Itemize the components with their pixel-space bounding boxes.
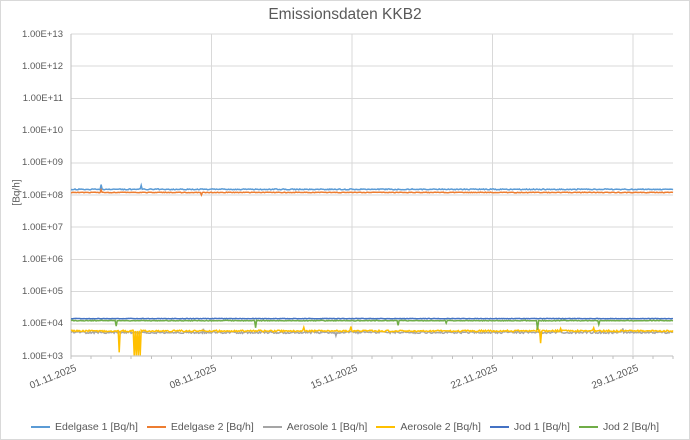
- y-tick-label: 1.00E+13: [22, 28, 63, 40]
- legend-label: Edelgase 2 [Bq/h]: [170, 421, 254, 433]
- legend-label: Aerosole 1 [Bq/h]: [286, 421, 368, 433]
- series-line: [70, 328, 674, 339]
- legend-label: Edelgase 1 [Bq/h]: [54, 421, 138, 433]
- legend-swatch-icon: [578, 426, 598, 428]
- series-line: [70, 187, 674, 198]
- y-tick-label: 1.00E+12: [22, 60, 63, 72]
- y-tick-label: 1.00E+03: [22, 350, 63, 362]
- legend-item-aerosole-2-bq-h: Aerosole 2 [Bq/h]: [376, 421, 481, 433]
- y-tick-label: 1.00E+10: [22, 125, 63, 137]
- y-tick-label: 1.00E+05: [22, 286, 63, 298]
- y-tick-label: 1.00E+09: [22, 157, 63, 169]
- legend-label: Jod 2 [Bq/h]: [602, 421, 660, 433]
- legend-item-edelgase-2-bq-h: Edelgase 2 [Bq/h]: [146, 421, 254, 433]
- legend-swatch-icon: [30, 426, 50, 428]
- y-tick-label: 1.00E+07: [22, 221, 63, 233]
- series-line: [70, 324, 674, 356]
- legend-label: Jod 1 [Bq/h]: [513, 421, 570, 433]
- legend-swatch-icon: [489, 426, 509, 428]
- series-line: [70, 319, 674, 330]
- chart-legend: Edelgase 1 [Bq/h] Edelgase 2 [Bq/h] Aeroso…: [1, 421, 689, 433]
- legend-swatch-icon: [146, 426, 166, 428]
- y-tick-label: 1.00E+04: [22, 318, 63, 330]
- legend-item-jod-2-bq-h: Jod 2 [Bq/h]: [578, 421, 660, 433]
- legend-item-jod-1-bq-h: Jod 1 [Bq/h]: [489, 421, 570, 433]
- y-tick-label: 1.00E+06: [22, 253, 63, 265]
- y-tick-label: 1.00E+08: [22, 189, 63, 201]
- legend-item-aerosole-1-bq-h: Aerosole 1 [Bq/h]: [262, 421, 368, 433]
- legend-item-edelgase-1-bq-h: Edelgase 1 [Bq/h]: [30, 421, 138, 433]
- series-line: [70, 182, 674, 191]
- legend-swatch-icon: [376, 426, 396, 428]
- legend-label: Aerosole 2 [Bq/h]: [400, 421, 481, 433]
- legend-swatch-icon: [262, 426, 282, 428]
- chart-title: Emissionsdaten KKB2: [268, 6, 422, 23]
- y-tick-label: 1.00E+11: [22, 92, 63, 104]
